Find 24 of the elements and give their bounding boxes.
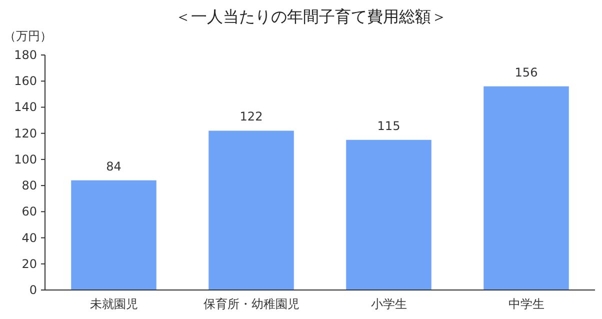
bar bbox=[484, 86, 569, 290]
y-axis-title: （万円） bbox=[4, 29, 52, 43]
y-tick-label: 60 bbox=[22, 204, 37, 219]
data-label: 84 bbox=[106, 159, 122, 174]
x-tick-label: 小学生 bbox=[370, 297, 407, 311]
y-tick-label: 120 bbox=[14, 126, 37, 140]
y-tick-label: 20 bbox=[22, 256, 37, 271]
y-tick-label: 140 bbox=[14, 100, 37, 114]
y-tick-label: 180 bbox=[14, 48, 37, 62]
bar bbox=[208, 130, 294, 290]
chart-title: ＜一人当たりの年間子育て費用総額＞ bbox=[175, 7, 447, 26]
data-label: 122 bbox=[240, 110, 263, 124]
x-tick-label: 中学生 bbox=[508, 297, 544, 311]
y-tick-label: 0 bbox=[29, 283, 37, 297]
x-tick-label: 保育所・幼稚園児 bbox=[203, 297, 300, 311]
data-label: 115 bbox=[377, 118, 400, 133]
y-tick-label: 100 bbox=[14, 152, 37, 166]
data-label: 156 bbox=[514, 65, 538, 80]
y-tick-label: 80 bbox=[22, 178, 37, 193]
x-tick-label: 未就園児 bbox=[90, 297, 138, 311]
bar bbox=[346, 140, 432, 290]
y-tick-label: 40 bbox=[22, 230, 37, 245]
y-tick-label: 160 bbox=[14, 74, 37, 88]
bar bbox=[71, 180, 156, 290]
